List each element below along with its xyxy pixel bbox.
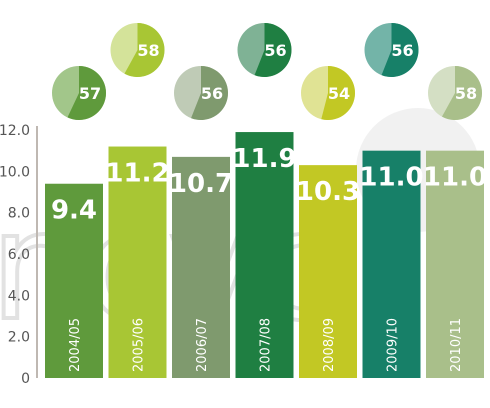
pie-value-label: 56 — [391, 41, 413, 60]
category-label: 2004/05 — [68, 318, 83, 372]
y-tick-label: 2.0 — [8, 330, 30, 346]
y-tick-label: 12.0 — [0, 123, 30, 139]
category-label: 2009/10 — [386, 318, 401, 372]
y-tick-label: 0 — [21, 371, 30, 387]
bar — [108, 146, 167, 378]
pie-slice — [321, 66, 355, 120]
bar-value-label: 11.0 — [423, 163, 487, 193]
category-label: 2010/11 — [449, 318, 464, 372]
pie-value-label: 58 — [455, 84, 477, 103]
bar — [299, 165, 357, 378]
bar-value-label: 11.2 — [105, 159, 169, 189]
y-axis: 0 2.0 4.0 6.0 8.0 10.0 12.0 — [0, 123, 38, 387]
y-tick-label: 6.0 — [8, 247, 30, 263]
pie-value-label: 58 — [137, 41, 159, 60]
pie-value-label: 57 — [79, 84, 101, 103]
y-tick-label: 10.0 — [0, 164, 30, 180]
bar — [235, 132, 294, 378]
bar-value-label: 11.9 — [232, 144, 296, 174]
bar — [362, 150, 421, 378]
pie-value-label: 56 — [201, 84, 223, 103]
pie-slice — [124, 23, 165, 78]
category-label: 2005/06 — [132, 318, 147, 372]
bars: 9.4 2004/05 11.2 2005/06 10.7 2006/07 11.9 2007… — [45, 132, 487, 378]
bar-value-label: 10.7 — [169, 169, 233, 199]
bar-value-label: 11.0 — [359, 163, 423, 193]
bar — [45, 183, 103, 378]
pie-value-label: 54 — [328, 84, 350, 103]
bar-value-label: 10.3 — [296, 177, 360, 207]
category-label: 2008/09 — [322, 318, 337, 372]
bar — [426, 150, 484, 378]
pie-slice — [67, 66, 107, 120]
pie-slice — [441, 66, 482, 121]
y-tick-label: 8.0 — [8, 206, 30, 222]
bar-value-label: 9.4 — [51, 196, 97, 226]
pies: 57 58 56 56 54 56 58 — [52, 23, 482, 121]
category-label: 2007/08 — [259, 318, 274, 372]
pie-slice — [381, 23, 419, 78]
pie-slice — [191, 66, 228, 120]
y-tick-label: 4.0 — [8, 288, 30, 304]
pie-slice — [254, 23, 292, 78]
bar — [172, 156, 230, 378]
pie-value-label: 56 — [264, 41, 286, 60]
category-label: 2006/07 — [195, 318, 210, 372]
